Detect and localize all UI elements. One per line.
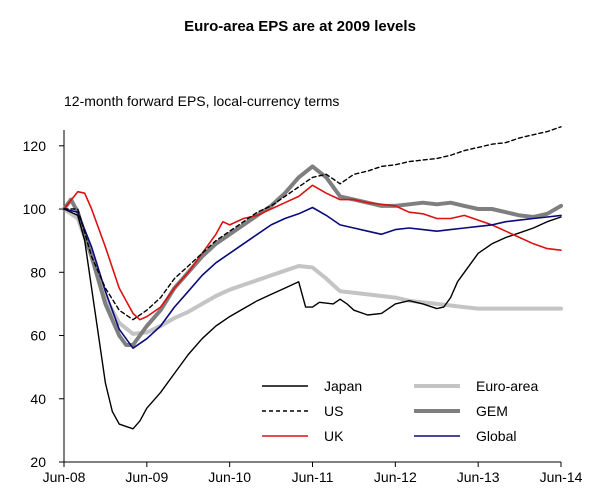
- x-tick-label: Jun-08: [43, 469, 86, 485]
- chart-subtitle: 12-month forward EPS, local-currency ter…: [64, 93, 340, 109]
- x-tick-label: Jun-11: [292, 469, 334, 485]
- series-line-euro-area: [62, 207, 563, 336]
- y-tick-label: 100: [23, 201, 47, 217]
- chart-ticks: 20 40 60 80 100 120 Jun-08 Jun-09 Jun-10 Jun-11 Ju…: [23, 138, 583, 485]
- series-line-us: [63, 126, 562, 321]
- series-line-uk: [63, 184, 562, 321]
- legend-label-us: US: [324, 403, 343, 419]
- legend-label-gem: GEM: [476, 403, 508, 419]
- y-tick-label: 80: [30, 264, 46, 280]
- y-tick-label: 20: [30, 454, 46, 470]
- y-tick-label: 60: [30, 328, 46, 344]
- series-layer: [62, 126, 563, 430]
- x-tick-label: Jun-13: [457, 469, 500, 485]
- series-line-japan: [63, 208, 562, 430]
- series-line-gem: [62, 164, 563, 347]
- x-tick-label: Jun-10: [208, 469, 251, 485]
- legend-label-japan: Japan: [324, 378, 362, 394]
- x-tick-label: Jun-09: [125, 469, 168, 485]
- x-tick-label: Jun-12: [374, 469, 417, 485]
- x-tick-label: Jun-14: [540, 469, 583, 485]
- chart-legend: Japan Euro-area US GEM UK Global: [262, 378, 538, 444]
- legend-label-global: Global: [476, 428, 516, 444]
- series-line-global: [63, 206, 562, 349]
- y-tick-label: 40: [30, 391, 46, 407]
- legend-label-euro-area: Euro-area: [476, 378, 538, 394]
- legend-label-uk: UK: [324, 428, 344, 444]
- chart-title: Euro-area EPS are at 2009 levels: [184, 18, 416, 35]
- y-tick-label: 120: [23, 138, 47, 154]
